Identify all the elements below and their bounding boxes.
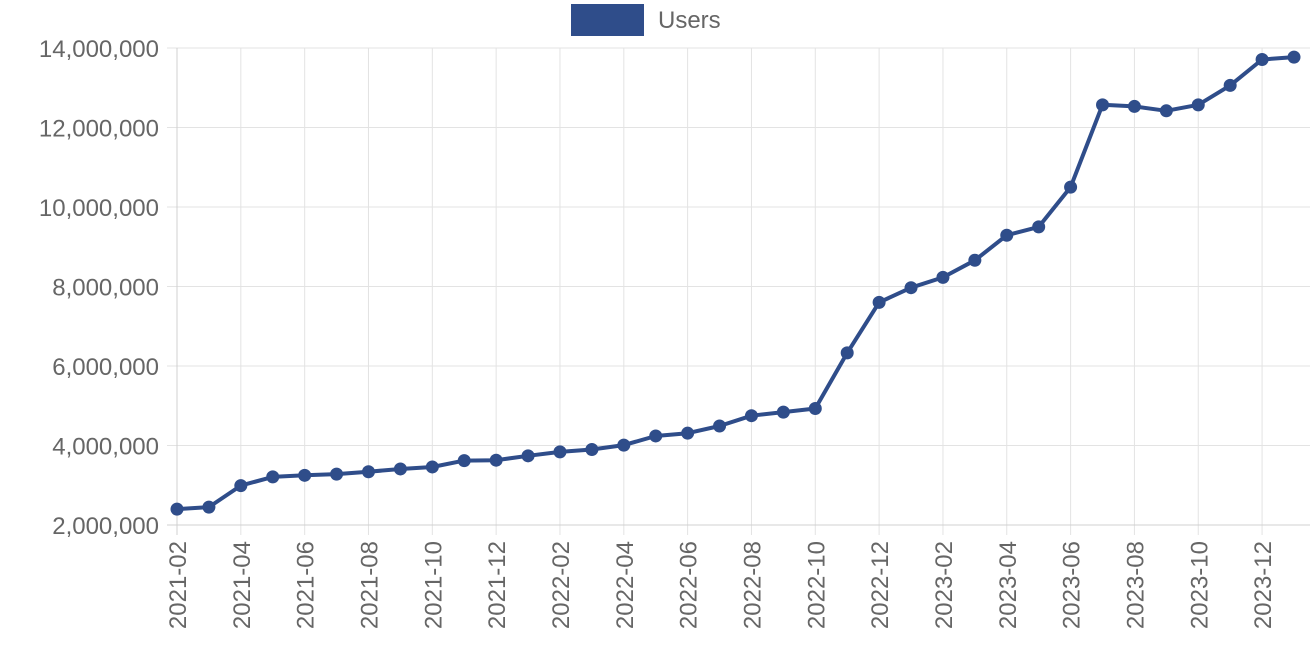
x-tick-label: 2022-06 (676, 541, 703, 629)
series-line-users (176, 55, 1295, 512)
data-point[interactable] (1223, 78, 1237, 92)
x-tick-label: 2022-08 (739, 541, 766, 629)
data-point[interactable] (1159, 104, 1173, 118)
x-tick-label: 2021-04 (229, 541, 256, 629)
data-point[interactable] (649, 429, 663, 443)
x-tick-label: 2021-08 (356, 541, 383, 629)
data-point[interactable] (681, 426, 695, 440)
x-tick-label: 2021-12 (484, 541, 511, 629)
data-point[interactable] (1096, 98, 1110, 112)
data-point[interactable] (457, 454, 471, 468)
data-point[interactable] (234, 479, 248, 493)
x-tick-label: 2023-06 (1059, 541, 1086, 629)
legend-label[interactable]: Users (658, 7, 721, 34)
legend[interactable]: Users (571, 4, 721, 36)
x-tick-label: 2023-02 (931, 541, 958, 629)
data-point[interactable] (489, 453, 503, 467)
x-tick-label: 2021-10 (420, 541, 447, 629)
x-tick-label: 2021-02 (165, 541, 192, 629)
x-tick-label: 2023-10 (1186, 541, 1213, 629)
y-tick-label: 2,000,000 (52, 513, 159, 540)
data-point[interactable] (298, 468, 312, 482)
data-point[interactable] (968, 253, 982, 267)
grid (167, 47, 1310, 535)
x-tick-label: 2022-10 (803, 541, 830, 629)
series-layer (170, 50, 1301, 516)
data-point[interactable] (617, 438, 631, 452)
data-point[interactable] (840, 346, 854, 360)
data-point[interactable] (744, 409, 758, 423)
data-point[interactable] (1064, 180, 1078, 194)
data-point[interactable] (585, 442, 599, 456)
data-point[interactable] (776, 405, 790, 419)
x-tick-label: 2023-04 (995, 541, 1022, 629)
data-point[interactable] (936, 270, 950, 284)
data-point[interactable] (1032, 220, 1046, 234)
x-tick-label: 2023-08 (1122, 541, 1149, 629)
data-point[interactable] (425, 460, 439, 474)
y-tick-label: 12,000,000 (39, 116, 159, 143)
y-tick-label: 6,000,000 (52, 354, 159, 381)
x-axis: 2021-02 2021-04 2021-06 2021-08 2021-10 2021-… (165, 541, 1277, 629)
data-point[interactable] (904, 281, 918, 295)
data-point[interactable] (553, 445, 567, 459)
x-tick-label: 2021-06 (293, 541, 320, 629)
y-axis: 2,000,000 4,000,000 6,000,000 8,000,000 10,0… (39, 36, 159, 540)
data-point[interactable] (202, 500, 216, 514)
data-point[interactable] (361, 465, 375, 479)
x-tick-label: 2022-12 (867, 541, 894, 629)
data-point[interactable] (872, 295, 886, 309)
data-point[interactable] (330, 467, 344, 481)
y-tick-label: 8,000,000 (52, 275, 159, 302)
data-point[interactable] (808, 402, 822, 416)
x-tick-label: 2022-02 (548, 541, 575, 629)
data-point[interactable] (1000, 228, 1014, 242)
data-point[interactable] (266, 470, 280, 484)
data-point[interactable] (1191, 98, 1205, 112)
y-tick-label: 4,000,000 (52, 434, 159, 461)
data-point[interactable] (393, 462, 407, 476)
x-tick-label: 2022-04 (612, 541, 639, 629)
data-point[interactable] (1255, 53, 1269, 67)
legend-swatch[interactable] (571, 4, 644, 36)
x-tick-label: 2023-12 (1250, 541, 1277, 629)
data-point[interactable] (1127, 99, 1141, 113)
y-tick-label: 14,000,000 (39, 36, 159, 63)
data-point[interactable] (1287, 50, 1301, 64)
data-point[interactable] (713, 419, 727, 433)
data-point[interactable] (170, 502, 184, 516)
y-tick-label: 10,000,000 (39, 195, 159, 222)
data-point[interactable] (521, 449, 535, 463)
